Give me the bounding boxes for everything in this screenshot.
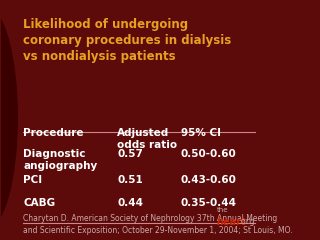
Text: 0.35-0.44: 0.35-0.44 [180, 198, 236, 208]
Text: the: the [216, 207, 228, 213]
Text: PCI: PCI [23, 175, 43, 185]
Text: .org: .org [238, 217, 254, 227]
Text: Likelihood of undergoing
coronary procedures in dialysis
vs nondialysis patients: Likelihood of undergoing coronary proced… [23, 18, 232, 63]
Text: 0.43-0.60: 0.43-0.60 [180, 175, 236, 185]
Text: heart: heart [216, 217, 246, 228]
Text: 0.51: 0.51 [117, 175, 143, 185]
Text: 0.50-0.60: 0.50-0.60 [180, 149, 236, 159]
Text: 95% CI: 95% CI [180, 128, 220, 138]
Text: 0.57: 0.57 [117, 149, 143, 159]
Text: Charytan D. American Society of Nephrology 37th Annual Meeting
and Scientific Ex: Charytan D. American Society of Nephrolo… [23, 214, 293, 234]
Ellipse shape [0, 7, 18, 228]
Text: CABG: CABG [23, 198, 56, 208]
Text: 0.44: 0.44 [117, 198, 143, 208]
Text: Diagnostic
angiography: Diagnostic angiography [23, 149, 98, 171]
Text: Procedure: Procedure [23, 128, 84, 138]
Text: Adjusted
odds ratio: Adjusted odds ratio [117, 128, 177, 150]
